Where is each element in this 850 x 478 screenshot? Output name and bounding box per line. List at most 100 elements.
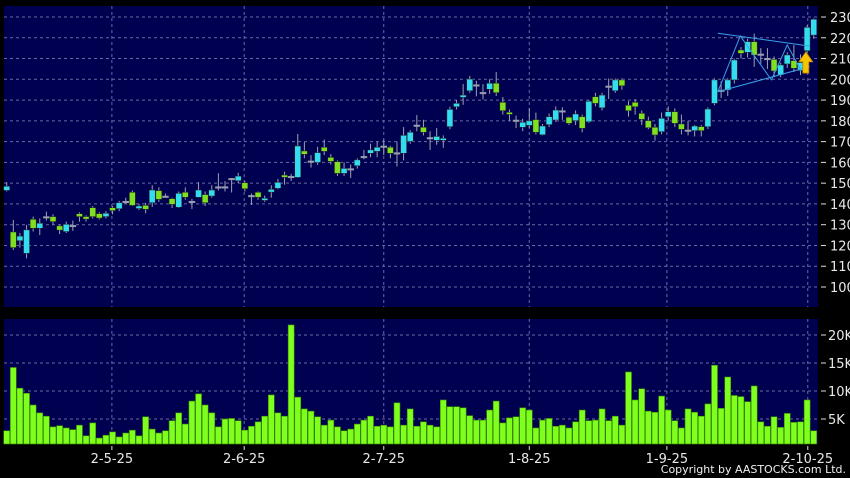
- candle-body: [195, 189, 202, 198]
- price-tick-label: 230: [830, 11, 850, 26]
- volume-bar: [678, 427, 685, 445]
- volume-bar: [592, 419, 599, 445]
- candle-body: [334, 161, 341, 174]
- candle-body: [492, 83, 500, 93]
- price-tick-label: 220: [830, 32, 850, 47]
- candle-body: [234, 175, 242, 181]
- volume-bar: [320, 424, 328, 445]
- volume-bar: [413, 425, 421, 445]
- price-tick-label: 170: [830, 136, 850, 151]
- candle-body: [400, 135, 407, 154]
- volume-bar: [380, 424, 388, 445]
- volume-bar: [182, 423, 189, 445]
- volume-bar: [109, 431, 116, 445]
- volume-bar: [195, 393, 202, 445]
- candle-body: [347, 168, 354, 171]
- candle-body: [506, 112, 513, 115]
- date-tick-label: 2-7-25: [363, 452, 405, 467]
- candle-body: [228, 178, 235, 181]
- volume-bar: [731, 395, 738, 445]
- candle-body: [294, 145, 302, 178]
- candle-body: [182, 192, 189, 198]
- candle-body: [691, 125, 698, 131]
- candle-body: [274, 182, 282, 189]
- volume-bar: [254, 421, 262, 445]
- volume-bar: [691, 411, 698, 445]
- volume-bar: [803, 399, 811, 445]
- date-tick-label: 2-6-25: [223, 452, 265, 467]
- volume-bar: [810, 430, 818, 445]
- date-tick-label: 1-9-25: [646, 452, 688, 467]
- candle-body: [109, 207, 116, 211]
- candle-body: [56, 225, 63, 231]
- volume-bar: [234, 420, 242, 445]
- volume-bar: [56, 425, 63, 445]
- volume-bar: [453, 406, 460, 445]
- candle-body: [16, 235, 24, 241]
- volume-bar: [334, 426, 341, 445]
- candle-body: [757, 53, 765, 56]
- volume-bar: [168, 420, 176, 445]
- volume-bar: [717, 408, 725, 445]
- volume-tick-label: 15K: [828, 357, 850, 372]
- volume-bar: [486, 409, 493, 445]
- volume-bar: [129, 429, 136, 445]
- volume-bar: [23, 392, 30, 445]
- pattern-trend-line: [717, 66, 810, 93]
- volume-bar: [208, 412, 216, 445]
- volume-bar: [770, 416, 778, 445]
- volume-bar: [684, 408, 692, 445]
- volume-bar: [572, 421, 579, 445]
- volume-bar: [433, 426, 440, 445]
- candle-body: [459, 94, 467, 98]
- volume-bar: [711, 364, 718, 445]
- volume-tick-label: 20K: [828, 329, 850, 344]
- volume-bar: [764, 425, 771, 445]
- candle-body: [803, 27, 811, 51]
- candle-body: [168, 198, 176, 205]
- candle-body: [406, 132, 414, 142]
- volume-bar: [274, 412, 282, 445]
- candle-body: [320, 146, 328, 152]
- candle-body: [664, 111, 672, 117]
- candle-body: [565, 117, 573, 124]
- candle-body: [82, 216, 90, 220]
- candle-body: [36, 222, 44, 229]
- volume-bar: [261, 415, 268, 445]
- volume-bar: [142, 416, 149, 445]
- candle-body: [559, 110, 566, 113]
- volume-bar: [790, 422, 798, 445]
- candle-body: [724, 79, 731, 91]
- volume-bar: [122, 432, 130, 445]
- volume-bar: [473, 419, 480, 445]
- volume-bar: [525, 409, 533, 445]
- candle-body: [162, 195, 169, 198]
- volume-bar: [565, 427, 573, 445]
- candle-body: [69, 225, 77, 228]
- candle-body: [473, 84, 480, 87]
- candle-body: [532, 119, 540, 133]
- candle-body: [307, 160, 315, 163]
- volume-bar: [512, 416, 520, 445]
- candle-body: [373, 146, 381, 152]
- candle-body: [737, 49, 745, 54]
- candle-body: [261, 198, 268, 201]
- candle-body: [360, 156, 368, 159]
- volume-bar: [221, 418, 229, 445]
- date-tick-label: 2-10-25: [782, 452, 833, 467]
- candle-body: [62, 224, 70, 232]
- candle-body: [658, 118, 665, 132]
- candle-body: [43, 216, 50, 219]
- candle-body: [638, 113, 645, 120]
- candle-body: [29, 219, 37, 229]
- candle-body: [327, 157, 335, 162]
- volume-bar: [539, 419, 546, 445]
- candle-body: [598, 94, 606, 109]
- candle-body: [393, 152, 401, 155]
- volume-bar: [459, 407, 467, 445]
- candle-body: [122, 200, 130, 203]
- candle-body: [129, 192, 136, 206]
- candle-body: [784, 54, 791, 65]
- candle-body: [135, 205, 143, 209]
- volume-bar: [281, 415, 288, 445]
